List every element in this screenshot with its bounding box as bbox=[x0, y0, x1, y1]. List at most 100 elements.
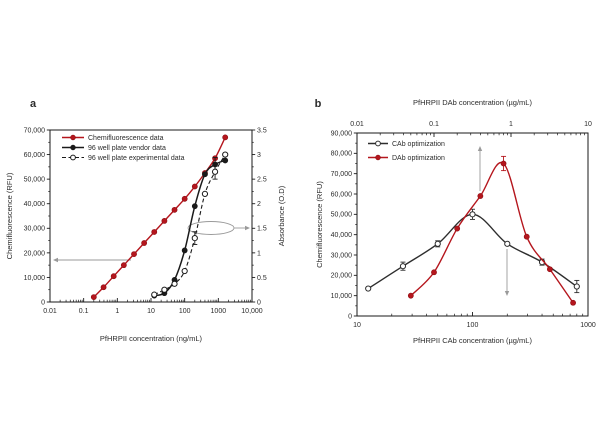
legend-label: 96 well plate vendor data bbox=[88, 145, 166, 152]
data-point bbox=[431, 269, 437, 276]
y-tick-label: 80,000 bbox=[331, 151, 353, 158]
panel-label: a bbox=[30, 98, 37, 110]
data-point bbox=[365, 285, 372, 292]
data-point bbox=[407, 292, 414, 299]
series-dab-optimization bbox=[407, 155, 576, 306]
data-point bbox=[171, 280, 178, 287]
data-point bbox=[399, 263, 407, 270]
y-tick-label: 0 bbox=[257, 299, 261, 306]
data-point bbox=[110, 273, 117, 280]
y-tick-label: 30,000 bbox=[24, 226, 46, 233]
x-axis-bottom: 10 100 1000 PfHRPII CAb concentration (µg/m… bbox=[353, 312, 596, 345]
y-tick-label: 90,000 bbox=[331, 130, 353, 137]
y-tick-label: 40,000 bbox=[331, 232, 353, 239]
y-tick-label: 20,000 bbox=[331, 273, 353, 280]
x-tick-label: 10 bbox=[353, 322, 361, 329]
legend-marker bbox=[70, 134, 76, 141]
y-tick-label: 10,000 bbox=[331, 293, 353, 300]
legend-label: CAb optimization bbox=[392, 141, 445, 148]
y-tick-label: 1 bbox=[257, 250, 261, 257]
legend-item: 96 well plate vendor data bbox=[62, 144, 166, 152]
data-point bbox=[161, 218, 168, 224]
legend-item: 96 well plate experimental data bbox=[62, 154, 185, 162]
x-axis-title: PfHRPII CAb concentration (µg/mL) bbox=[413, 336, 532, 345]
y-tick-label: 3.5 bbox=[257, 127, 267, 134]
annotations bbox=[477, 146, 510, 296]
y-tick-label: 1.5 bbox=[257, 226, 267, 233]
data-point bbox=[151, 229, 158, 235]
x-tick-label: 1 bbox=[509, 121, 513, 128]
legend-label: Chemifluorescence data bbox=[88, 135, 164, 142]
annotation-arrowhead bbox=[477, 146, 483, 151]
x-tick-label: 100 bbox=[467, 322, 479, 329]
y-tick-label: 60,000 bbox=[24, 152, 46, 159]
data-point bbox=[181, 247, 188, 254]
data-point bbox=[573, 283, 580, 290]
series-96-well-plate-experimental-data bbox=[151, 151, 229, 298]
data-point bbox=[151, 291, 158, 298]
series-96-well-plate-vendor-data bbox=[151, 157, 229, 299]
series-line bbox=[410, 161, 574, 304]
y-tick-label: 70,000 bbox=[331, 171, 353, 178]
data-point bbox=[547, 266, 553, 273]
legend-marker bbox=[70, 154, 76, 161]
x-axis-title: PfHRPII DAb concentration (µg/mL) bbox=[413, 98, 532, 107]
x-tick-label: 100 bbox=[179, 308, 191, 315]
y-tick-label: 30,000 bbox=[331, 252, 353, 259]
data-point bbox=[570, 299, 576, 306]
y-tick-label: 2 bbox=[257, 201, 261, 208]
data-point bbox=[90, 294, 97, 300]
x-tick-label: 10 bbox=[584, 121, 592, 128]
y-tick-label: 20,000 bbox=[24, 250, 46, 257]
y-axis-title: Absorbance (O.D) bbox=[277, 185, 286, 246]
legend-item: CAb optimization bbox=[368, 140, 445, 148]
x-tick-label: 1000 bbox=[211, 308, 227, 315]
series-line bbox=[154, 154, 226, 296]
data-point bbox=[222, 157, 229, 164]
x-tick-label: 10,000 bbox=[241, 308, 263, 315]
data-point bbox=[469, 211, 476, 218]
data-point bbox=[222, 134, 229, 141]
x-tick-label: 0.01 bbox=[43, 308, 57, 315]
legend: Chemifluorescence data 96 well plate vend… bbox=[62, 134, 185, 162]
data-point bbox=[477, 193, 484, 199]
y-axis-title: Chemifluorescence (RFU) bbox=[5, 172, 14, 259]
x-tick-label: 1 bbox=[115, 308, 119, 315]
x-tick-label: 0.1 bbox=[79, 308, 89, 315]
y-tick-label: 60,000 bbox=[331, 191, 353, 198]
data-point bbox=[191, 183, 198, 190]
legend-label: DAb optimization bbox=[392, 155, 445, 162]
x-axis-top: 0.01 0.1 1 10 PfHRPII DAb concentration (µg/… bbox=[350, 98, 592, 137]
x-tick-label: 10 bbox=[147, 308, 155, 315]
y-tick-label: 50,000 bbox=[24, 177, 46, 184]
data-point bbox=[500, 160, 507, 167]
legend-marker bbox=[375, 154, 381, 161]
data-point bbox=[211, 168, 219, 175]
data-point bbox=[181, 195, 188, 202]
y-tick-label: 0.5 bbox=[257, 275, 267, 282]
panel-label: b bbox=[315, 98, 322, 110]
data-point bbox=[201, 190, 209, 197]
data-point bbox=[171, 206, 178, 213]
x-axis-title: PfHRPII concentration (ng/mL) bbox=[100, 334, 203, 343]
y-tick-label: 0 bbox=[41, 299, 45, 306]
x-axis-bottom: 0.01 0.1 1 10 100 1000 10,000 PfHRPII concentra… bbox=[43, 298, 263, 343]
y-tick-label: 70,000 bbox=[24, 127, 46, 134]
x-tick-label: 1000 bbox=[580, 322, 596, 329]
annotation-arrowhead bbox=[245, 225, 250, 231]
series-cab-optimization bbox=[365, 208, 580, 294]
data-point bbox=[120, 262, 127, 269]
data-point bbox=[504, 240, 511, 247]
y-tick-label: 10,000 bbox=[24, 275, 46, 282]
y-axis-left: 0 10,000 20,000 30,000 40,000 50,000 60,000 70,… bbox=[315, 130, 357, 320]
data-point bbox=[222, 151, 229, 158]
y-axis-title: Chemifluorescence (RFU) bbox=[315, 181, 324, 268]
x-tick-label: 0.01 bbox=[350, 121, 364, 128]
y-tick-label: 50,000 bbox=[331, 212, 353, 219]
y-tick-label: 40,000 bbox=[24, 201, 46, 208]
y-axis-left: 0 10,000 20,000 30,000 40,000 50,000 60,000 70,… bbox=[5, 127, 50, 306]
series-line bbox=[367, 213, 578, 290]
data-point bbox=[523, 233, 530, 240]
